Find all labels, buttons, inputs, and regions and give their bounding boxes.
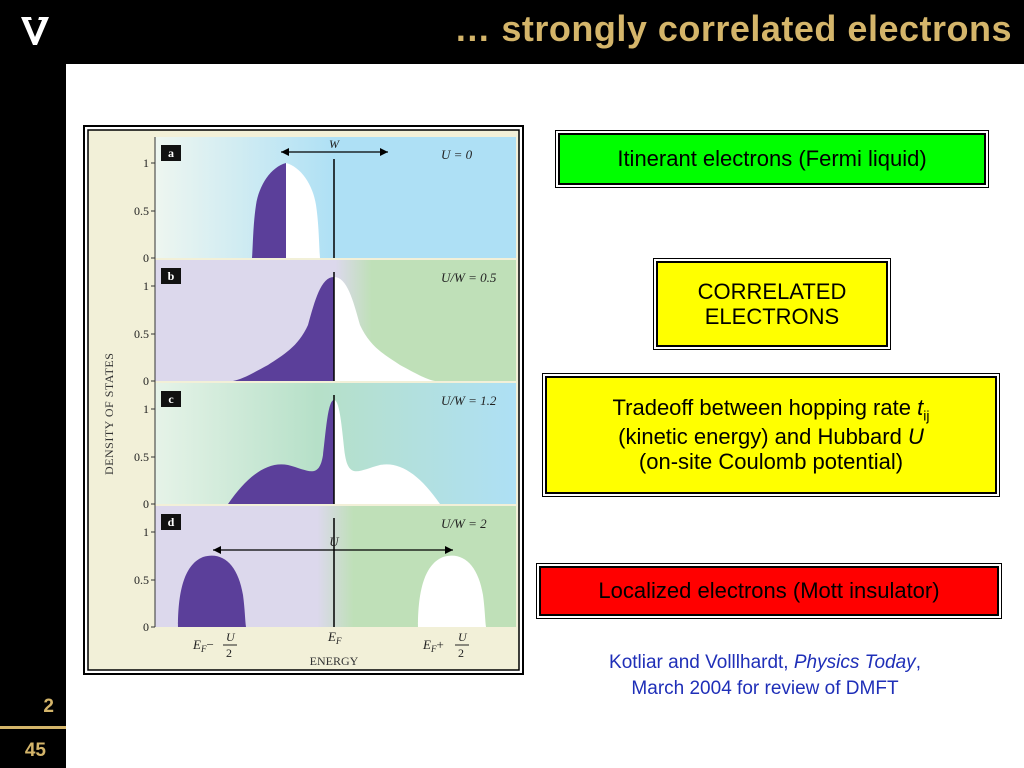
svg-text:0.5: 0.5 [134,450,149,464]
header-bar [0,0,1024,64]
svg-text:EF−: EF− [192,637,214,654]
panel-b-param: U/W = 0.5 [441,270,497,285]
svg-text:1: 1 [143,525,149,539]
mott-insulator-box: Localized electrons (Mott insulator) [539,566,999,616]
arrow-label-w: W [329,137,340,151]
y-tick-labels: 1 0.5 0 1 0.5 0 1 0.5 0 1 0.5 0 [134,156,149,634]
tradeoff-box: Tradeoff between hopping rate tij (kinet… [545,376,997,494]
panel-d-empty [418,555,486,627]
svg-text:U: U [458,630,468,644]
x-tick-labels: EF− U 2 EF EF+ U 2 [192,629,469,660]
tradeoff-line2: (kinetic energy) and Hubbard U [618,423,924,449]
panel-a-label: a [161,145,181,161]
svg-text:1: 1 [143,156,149,170]
slide-title: … strongly correlated electrons [454,8,1012,49]
svg-text:0: 0 [143,620,149,634]
svg-text:U: U [226,630,236,644]
tradeoff-line1: Tradeoff between hopping rate tij [612,395,930,424]
dos-figure: a b c d U = 0 U/W = 0.5 U/W = 1.2 U/W = … [83,125,524,675]
panel-d-filled [178,555,246,627]
x-axis-label: ENERGY [310,654,359,668]
correlated-line2: ELECTRONS [704,304,840,329]
correlated-electrons-box: CORRELATED ELECTRONS [656,261,888,347]
panel-d-param: U/W = 2 [441,516,487,531]
svg-text:0.5: 0.5 [134,573,149,587]
slide-number: 2 [43,696,54,717]
panel-c-label: c [161,391,181,407]
svg-text:d: d [168,515,175,529]
fermi-liquid-box: Itinerant electrons (Fermi liquid) [558,133,986,185]
svg-text:2: 2 [458,646,464,660]
arrow-label-u: U [329,534,340,549]
svg-text:0.5: 0.5 [134,204,149,218]
panel-c-empty [334,400,440,504]
svg-text:b: b [168,269,175,283]
panel-a-param: U = 0 [441,147,473,162]
left-bar [0,0,66,768]
svg-text:c: c [168,392,174,406]
footer-divider [0,726,66,729]
y-axis-label: DENSITY OF STATES [102,353,116,475]
tradeoff-line3: (on-site Coulomb potential) [638,449,904,475]
correlated-line1: CORRELATED [697,278,847,304]
university-logo: V [21,17,49,45]
panel-d-label: d [161,514,181,530]
panel-b-filled [233,277,334,381]
panel-a-filled [252,163,286,258]
citation-line2: March 2004 for review of DMFT [631,677,899,699]
panel-c-param: U/W = 1.2 [441,393,497,408]
total-slides: 45 [24,740,46,761]
svg-text:EF+: EF+ [422,637,444,654]
mott-insulator-text: Localized electrons (Mott insulator) [598,578,940,604]
svg-text:1: 1 [143,279,149,293]
panel-b-label: b [161,268,181,284]
panel-c-filled [228,400,334,504]
citation: Kotliar and Volllhardt, Physics Today, M… [540,650,990,701]
svg-text:2: 2 [226,646,232,660]
svg-text:0: 0 [143,251,149,265]
svg-text:EF: EF [327,629,342,646]
svg-text:0.5: 0.5 [134,327,149,341]
svg-text:a: a [168,146,174,160]
citation-line1: Kotliar and Volllhardt, Physics Today, [609,652,921,673]
panel-b-empty [334,277,435,381]
svg-text:0: 0 [143,497,149,511]
panel-a-bg [155,137,516,258]
panel-a-empty [286,163,320,258]
svg-text:0: 0 [143,374,149,388]
svg-text:1: 1 [143,402,149,416]
fermi-liquid-text: Itinerant electrons (Fermi liquid) [617,146,927,172]
